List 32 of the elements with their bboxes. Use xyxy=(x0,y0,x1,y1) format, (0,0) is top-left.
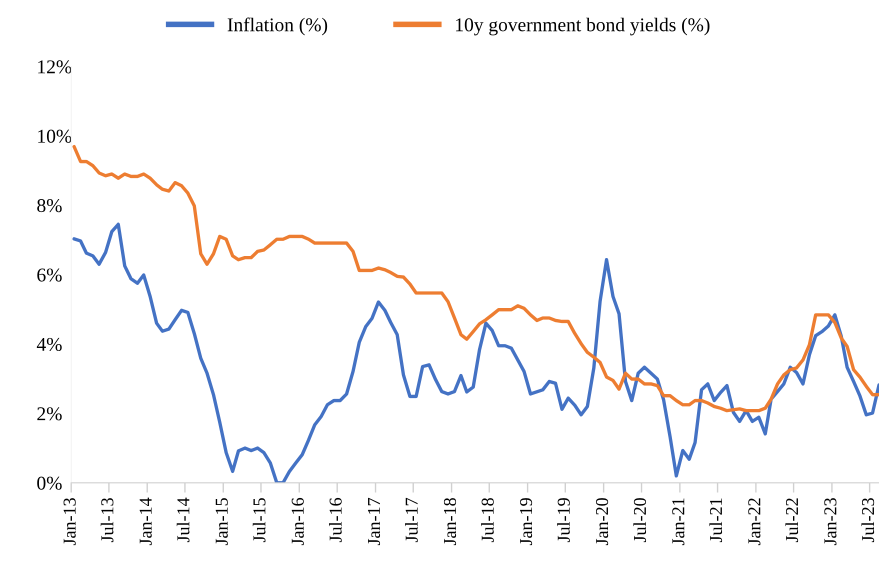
x-tick-label: Jul-19 xyxy=(557,498,570,542)
y-tick-label: 10% xyxy=(38,130,72,143)
y-tick-label: 12% xyxy=(38,60,72,74)
x-tick-label: Jul-18 xyxy=(481,498,494,542)
x-tick-label: Jan-19 xyxy=(520,498,532,546)
x-tick-label: Jul-17 xyxy=(405,498,418,542)
x-tick-label: Jul-20 xyxy=(633,498,646,542)
x-tick-label: Jan-21 xyxy=(672,498,684,546)
y-tick-label: 6% xyxy=(37,268,62,282)
line-series xyxy=(72,144,879,412)
legend-label: Inflation (%) xyxy=(228,18,328,36)
x-tick-label: Jul-13 xyxy=(100,498,114,542)
x-tick-label: Jan-18 xyxy=(444,498,456,546)
x-tick-label: Jan-14 xyxy=(140,498,152,546)
x-tick-label: Jan-13 xyxy=(64,498,76,546)
x-tick-label: Jul-15 xyxy=(252,498,266,542)
x-tick-label: Jan-23 xyxy=(824,498,836,546)
x-tick-label: Jan-22 xyxy=(748,498,760,546)
y-tick-label: 2% xyxy=(37,407,62,420)
x-tick-label: Jul-23 xyxy=(861,498,874,542)
y-tick-label: 0% xyxy=(37,476,62,490)
x-tick-label: Jan-20 xyxy=(596,498,608,546)
x-tick-label: Jan-15 xyxy=(216,498,228,546)
x-tick-label: Jan-17 xyxy=(368,498,380,546)
y-tick-label: 8% xyxy=(37,199,62,212)
x-tick-label: Jul-21 xyxy=(709,498,722,542)
y-tick-label: 4% xyxy=(36,338,62,352)
legend-label: 10y government bond yields (%) xyxy=(456,18,710,36)
x-tick-label: Jan-16 xyxy=(292,498,304,546)
x-tick-label: Jul-14 xyxy=(176,498,190,542)
x-tick-label: Jul-22 xyxy=(785,498,798,542)
x-tick-label: Jul-16 xyxy=(329,498,342,542)
